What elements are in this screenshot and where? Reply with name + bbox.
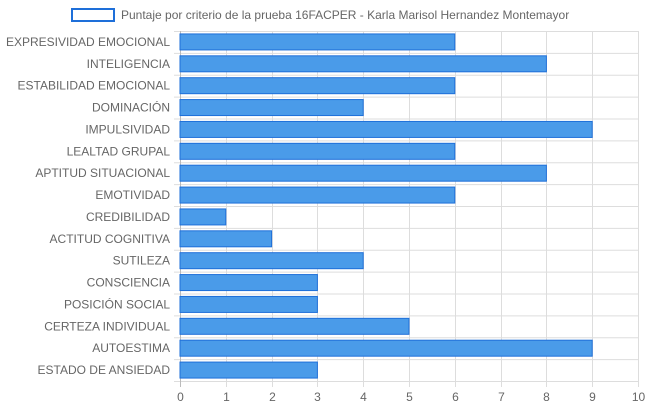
bar — [179, 361, 318, 379]
x-tick-label: 6 — [452, 390, 459, 404]
x-tick-label: 0 — [177, 390, 184, 404]
bar — [179, 164, 547, 182]
category-label: SUTILEZA — [113, 254, 170, 268]
legend-swatch — [71, 8, 115, 22]
x-tick-label: 10 — [632, 390, 646, 404]
bar — [179, 317, 410, 335]
category-label: CREDIBILIDAD — [86, 210, 170, 224]
bar — [179, 339, 593, 357]
x-tick-label: 2 — [269, 390, 276, 404]
bar — [179, 33, 456, 51]
category-label: DOMINACIÓN — [92, 100, 170, 115]
bar — [179, 120, 593, 138]
category-label: IMPULSIVIDAD — [85, 122, 170, 136]
category-label: APTITUD SITUACIONAL — [35, 166, 170, 180]
bar — [179, 274, 318, 292]
bar — [179, 142, 456, 160]
category-label: ACTITUD COGNITIVA — [50, 232, 170, 246]
bar — [179, 77, 456, 95]
bar — [179, 252, 364, 270]
bar — [179, 230, 273, 248]
x-tick-label: 4 — [360, 390, 367, 404]
category-label: ESTABILIDAD EMOCIONAL — [18, 79, 171, 93]
bar — [179, 186, 456, 204]
x-tick-label: 1 — [223, 390, 230, 404]
category-label: POSICIÓN SOCIAL — [64, 296, 170, 311]
category-label: CERTEZA INDIVIDUAL — [44, 319, 170, 333]
category-label: EXPRESIVIDAD EMOCIONAL — [6, 35, 170, 49]
category-label: EMOTIVIDAD — [95, 188, 170, 202]
x-tick-label: 8 — [543, 390, 550, 404]
category-label: ESTADO DE ANSIEDAD — [38, 363, 171, 377]
bar — [179, 55, 547, 73]
bar — [179, 295, 318, 313]
category-label: AUTOESTIMA — [92, 341, 170, 355]
x-tick-label: 5 — [406, 390, 413, 404]
x-tick-label: 7 — [498, 390, 505, 404]
chart-legend[interactable]: Puntaje por criterio de la prueba 16FACP… — [71, 7, 569, 23]
category-label: LEALTAD GRUPAL — [67, 144, 171, 158]
bar — [179, 99, 364, 117]
bar — [179, 208, 227, 226]
legend-label: Puntaje por criterio de la prueba 16FACP… — [121, 8, 570, 22]
x-tick-label: 3 — [314, 390, 321, 404]
x-tick-label: 9 — [589, 390, 596, 404]
category-label: INTELIGENCIA — [87, 57, 170, 71]
category-label: CONSCIENCIA — [87, 276, 170, 290]
